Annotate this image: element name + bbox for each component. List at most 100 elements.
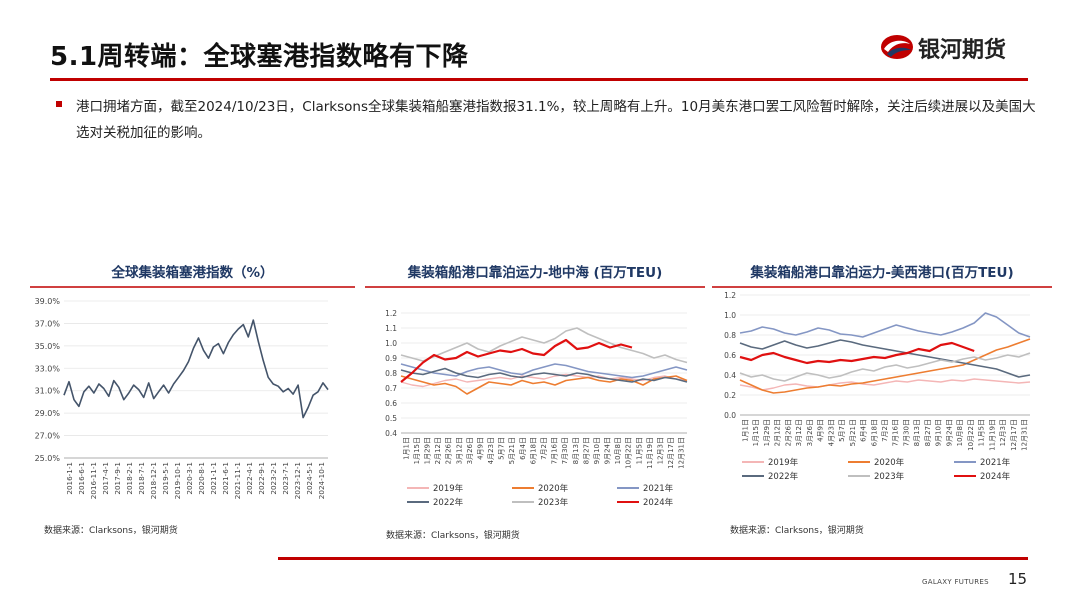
footer-divider — [278, 557, 1028, 560]
x-tick-label: 10月22日 — [625, 437, 633, 469]
x-tick-label: 8月13日 — [913, 419, 921, 446]
y-tick-label: 0.4 — [724, 371, 736, 380]
legend-label: 2019年 — [768, 457, 799, 468]
x-tick-label: 1月1日 — [741, 419, 749, 442]
x-tick-label: 2017-9-1 — [113, 462, 122, 495]
chart-congestion-index-svg: 全球集装箱塞港指数（%） 25.0% 27.0% 29.0% 31.0% 33.0% 35.… — [30, 264, 355, 499]
x-tick-label: 1月29日 — [423, 437, 431, 464]
x-tick-label: 3月26日 — [466, 437, 474, 464]
x-tick-label: 12月3日 — [657, 437, 665, 464]
x-tick-label: 9月10日 — [935, 419, 943, 446]
series-line-2020年 — [400, 375, 688, 395]
series-line-2022年 — [400, 367, 688, 383]
x-tick-label: 2021-1-1 — [209, 462, 218, 495]
x-tick-label: 2018-12-1 — [149, 462, 158, 499]
x-tick-label: 2月26日 — [784, 419, 792, 446]
x-tick-label: 7月16日 — [551, 437, 559, 464]
x-tick-label: 9月24日 — [945, 419, 953, 446]
x-tick-label: 2月26日 — [445, 437, 453, 464]
series-line-2020年 — [739, 338, 1031, 394]
series-line-2021年 — [739, 312, 1031, 338]
body-paragraph: 港口拥堵方面，截至2024/10/23日，Clarksons全球集装箱船塞港指数… — [76, 99, 1036, 141]
x-tick-label: 6月18日 — [870, 419, 878, 446]
x-tick-label: 1月15日 — [752, 419, 760, 446]
legend-label: 2019年 — [433, 483, 464, 494]
x-tick-label: 2020-3-1 — [185, 462, 194, 495]
header-divider — [50, 78, 1028, 81]
bullet-square-icon — [56, 101, 62, 107]
x-tick-label: 7月30日 — [561, 437, 569, 464]
x-tick-label: 2023-2-1 — [269, 462, 278, 495]
chart-mediterranean: 集装箱船港口靠泊运力-地中海 (百万TEU) 0.4 0.5 0.6 0.7 0.8 0.9… — [365, 255, 705, 520]
legend-label: 2020年 — [874, 457, 905, 468]
x-tick-label: 2018-7-1 — [137, 462, 146, 495]
page-title: 5.1周转端：全球塞港指数略有下降 — [50, 42, 469, 72]
logo-text: 银河期货 — [918, 38, 1007, 63]
x-tick-label: 8月27日 — [582, 437, 590, 464]
x-tick-label: 5月21日 — [508, 437, 516, 464]
page-number: 15 — [1008, 570, 1028, 588]
legend-label: 2022年 — [768, 471, 799, 482]
x-tick-label: 10月8日 — [614, 437, 622, 464]
x-tick-label: 2022-9-1 — [257, 462, 266, 495]
y-tick-label: 0.9 — [385, 354, 397, 363]
y-tick-label: 27.0% — [35, 432, 61, 441]
y-tick-label: 1.0 — [724, 311, 736, 320]
x-tick-label: 12月31日 — [1021, 419, 1029, 451]
legend-label: 2021年 — [643, 483, 674, 494]
x-tick-label: 2021-11-1 — [233, 462, 242, 499]
chart-us-west: 集装箱船港口靠泊运力-美西港口(百万TEU) 0.0 0.2 0.4 0.6 0.8 1.0… — [712, 255, 1052, 515]
x-tick-label: 1月29日 — [763, 419, 771, 446]
x-tick-label: 3月26日 — [806, 419, 814, 446]
series-line-2023年 — [400, 327, 688, 364]
x-tick-label: 6月18日 — [529, 437, 537, 464]
y-tick-label: 33.0% — [35, 364, 61, 373]
x-tick-label: 1月1日 — [402, 437, 410, 460]
y-tick-label: 0.6 — [385, 399, 397, 408]
x-tick-label: 5月7日 — [498, 437, 506, 460]
x-tick-label: 2020-8-1 — [197, 462, 206, 495]
x-tick-label: 8月13日 — [572, 437, 580, 464]
series-line-2023年 — [739, 352, 1031, 382]
x-tick-label: 2019-5-1 — [161, 462, 170, 495]
x-tick-label: 2016-11-1 — [89, 462, 98, 499]
x-tick-label: 2月12日 — [434, 437, 442, 464]
x-tick-label: 7月30日 — [902, 419, 910, 446]
x-tick-label: 3月12日 — [455, 437, 463, 464]
x-tick-label: 2月12日 — [774, 419, 782, 446]
x-tick-label: 2017-4-1 — [101, 462, 110, 495]
x-tick-label: 7月16日 — [892, 419, 900, 446]
y-tick-label: 0.6 — [724, 351, 736, 360]
y-tick-label: 1.2 — [385, 309, 397, 318]
x-tick-label: 5月21日 — [849, 419, 857, 446]
x-tick-label: 2022-4-1 — [245, 462, 254, 495]
x-tick-label: 6月4日 — [860, 419, 868, 442]
legend-label: 2023年 — [538, 497, 569, 508]
series-line-2022年 — [739, 339, 1031, 378]
x-tick-label: 11月19日 — [646, 437, 654, 469]
legend-label: 2024年 — [643, 497, 674, 508]
y-tick-label: 0.2 — [724, 391, 736, 400]
x-tick-label: 9月10日 — [593, 437, 601, 464]
y-tick-label: 0.0 — [724, 411, 736, 420]
x-tick-label: 7月2日 — [881, 419, 889, 442]
x-tick-label: 8月27日 — [924, 419, 932, 446]
chart-us-west-svg: 集装箱船港口靠泊运力-美西港口(百万TEU) 0.0 0.2 0.4 0.6 0.8 1.0… — [712, 264, 1052, 482]
y-tick-label: 1.0 — [385, 339, 397, 348]
series-line-2021年 — [400, 363, 688, 379]
chart2-source: 数据来源：Clarksons，银河期货 — [386, 531, 520, 541]
x-tick-label: 2019-10-1 — [173, 462, 182, 499]
x-tick-label: 2016-1-1 — [65, 462, 74, 495]
chart3-source: 数据来源：Clarksons，银河期货 — [730, 526, 864, 536]
x-tick-label: 2024-5-1 — [305, 462, 314, 495]
legend-label: 2023年 — [874, 471, 905, 482]
x-tick-label: 6月4日 — [519, 437, 527, 460]
x-tick-label: 2016-6-1 — [77, 462, 86, 495]
brand-logo: 银河期货 — [878, 30, 1028, 64]
y-tick-label: 0.7 — [385, 384, 397, 393]
chart-title: 全球集装箱塞港指数（%） — [110, 264, 273, 281]
y-tick-label: 29.0% — [35, 409, 61, 418]
chart-mediterranean-svg: 集装箱船港口靠泊运力-地中海 (百万TEU) 0.4 0.5 0.6 0.7 0.8 0.9… — [365, 264, 705, 508]
series-line-2024年 — [400, 338, 633, 383]
y-tick-label: 0.8 — [724, 331, 736, 340]
